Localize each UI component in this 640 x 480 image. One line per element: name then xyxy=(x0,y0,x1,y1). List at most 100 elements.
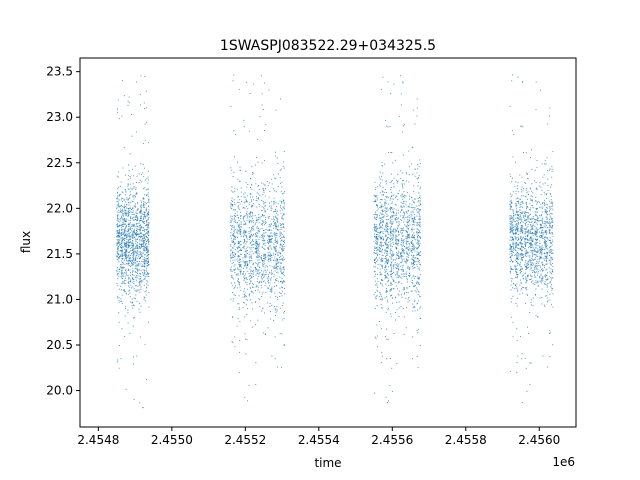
data-point xyxy=(119,235,121,237)
data-point xyxy=(137,218,139,220)
data-point xyxy=(130,238,131,240)
data-point xyxy=(389,199,391,201)
data-point xyxy=(237,255,239,257)
data-point xyxy=(413,261,415,263)
data-point xyxy=(378,321,380,322)
data-point xyxy=(238,260,240,262)
data-point xyxy=(541,279,543,281)
data-point xyxy=(376,253,378,255)
data-point xyxy=(259,291,261,293)
data-point xyxy=(521,353,523,355)
data-point xyxy=(127,178,129,180)
data-point xyxy=(261,234,263,236)
data-point xyxy=(148,230,150,232)
data-point xyxy=(374,271,376,272)
data-point xyxy=(144,225,146,227)
data-point xyxy=(539,227,541,229)
data-point xyxy=(136,81,137,83)
data-point xyxy=(380,237,382,239)
data-point xyxy=(406,253,408,255)
data-point xyxy=(246,212,247,214)
data-point xyxy=(117,267,118,269)
data-point xyxy=(271,290,273,292)
data-point xyxy=(403,205,405,207)
data-point xyxy=(387,274,389,276)
data-point xyxy=(117,295,119,297)
data-point xyxy=(257,256,258,258)
data-point xyxy=(129,292,131,294)
data-point xyxy=(541,235,542,237)
data-point xyxy=(402,217,404,219)
data-point xyxy=(233,269,235,271)
data-point xyxy=(117,204,119,206)
data-point xyxy=(133,219,135,221)
data-point xyxy=(400,265,402,267)
data-point xyxy=(243,271,245,272)
data-point xyxy=(522,203,524,205)
data-point xyxy=(515,272,517,274)
data-point xyxy=(254,222,256,224)
data-point xyxy=(535,271,537,273)
data-point xyxy=(411,214,413,216)
data-point xyxy=(268,255,270,256)
data-point xyxy=(255,324,257,326)
data-point xyxy=(125,243,127,245)
data-point xyxy=(250,187,251,188)
data-point xyxy=(390,191,392,193)
data-point xyxy=(116,220,118,222)
data-point xyxy=(385,277,386,278)
data-point xyxy=(252,225,254,227)
data-point xyxy=(137,285,139,287)
data-point xyxy=(380,257,382,259)
data-point xyxy=(551,239,553,241)
data-point xyxy=(391,270,393,272)
data-point xyxy=(396,273,398,275)
data-point xyxy=(414,207,416,209)
data-point xyxy=(283,275,285,276)
data-point xyxy=(144,259,146,261)
data-point xyxy=(267,255,269,257)
data-point xyxy=(392,246,394,248)
data-point xyxy=(513,226,515,228)
data-point xyxy=(513,215,514,216)
data-point xyxy=(230,215,232,217)
data-point xyxy=(275,238,276,240)
data-point xyxy=(255,183,257,185)
data-point xyxy=(282,193,283,195)
data-point xyxy=(551,222,553,223)
data-point xyxy=(121,210,123,212)
data-point xyxy=(140,240,142,242)
data-point xyxy=(400,227,402,229)
data-point xyxy=(398,190,400,192)
data-point xyxy=(418,267,420,269)
data-point xyxy=(374,229,375,231)
data-point xyxy=(237,278,239,280)
data-point xyxy=(244,294,246,296)
data-point xyxy=(390,210,392,212)
data-point xyxy=(136,300,138,302)
data-point xyxy=(121,258,123,260)
data-point xyxy=(142,240,144,242)
data-point xyxy=(146,215,148,217)
data-point xyxy=(143,167,145,169)
data-point xyxy=(515,237,517,239)
data-point xyxy=(420,251,421,253)
data-point xyxy=(414,218,416,220)
data-point xyxy=(375,196,377,198)
data-point xyxy=(416,280,418,282)
data-point xyxy=(526,187,528,189)
data-point xyxy=(249,274,251,276)
data-point xyxy=(522,206,524,208)
data-point xyxy=(274,215,276,217)
data-point xyxy=(541,251,543,253)
data-point xyxy=(534,267,536,269)
data-point xyxy=(132,254,134,256)
data-point xyxy=(402,131,404,133)
data-point xyxy=(400,254,402,256)
data-point xyxy=(397,209,399,211)
data-point xyxy=(243,247,245,249)
data-point xyxy=(393,271,395,273)
data-point xyxy=(129,153,131,155)
data-point xyxy=(382,279,384,281)
data-point xyxy=(542,355,544,357)
